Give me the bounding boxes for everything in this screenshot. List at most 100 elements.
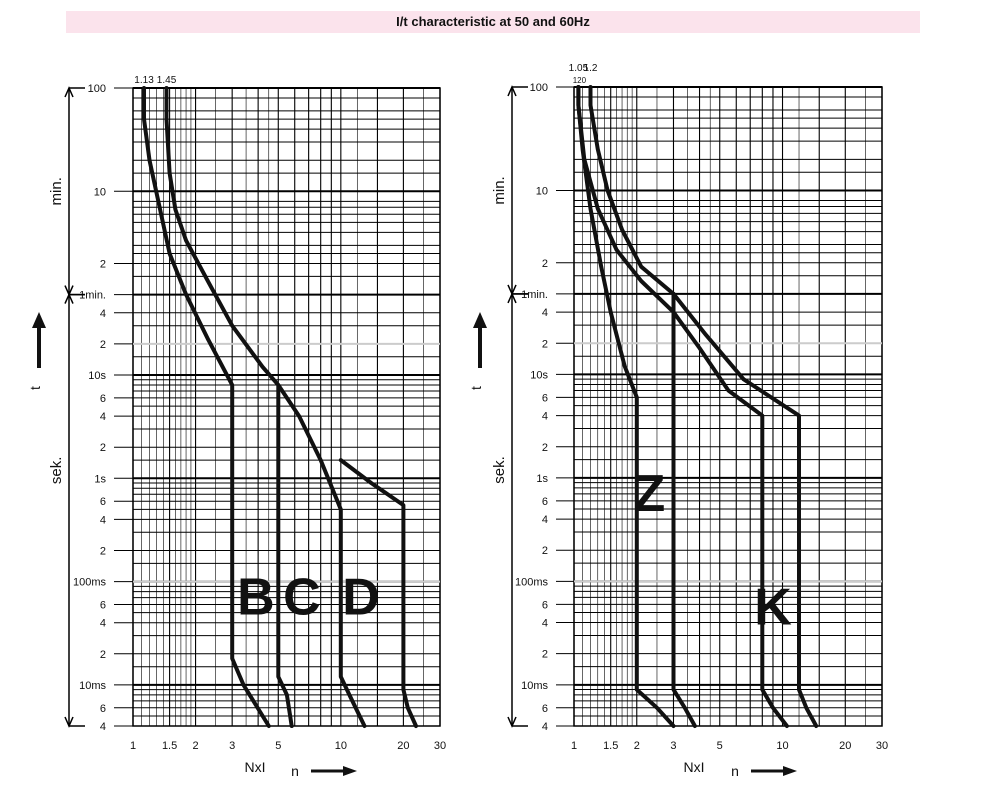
series-curve-2: [164, 86, 294, 728]
x-tick-label: 5: [275, 740, 281, 752]
y-tick-label: 6: [542, 599, 548, 611]
series-curve-3: [588, 85, 676, 296]
bracket-label: sek.: [48, 457, 65, 485]
y-tick-label: 4: [100, 618, 106, 630]
y-tick-label: 10: [94, 186, 106, 198]
series-curve-4: [671, 291, 697, 728]
bracket-label: min.: [491, 176, 508, 204]
series-curve-5: [671, 310, 789, 728]
y-tick-label: 4: [100, 721, 106, 733]
y-tick-label: 100ms: [73, 577, 107, 589]
y-tick-label: 6: [100, 393, 106, 405]
y-tick-label: 1min.: [79, 290, 106, 302]
y-tick-label: 2: [542, 545, 548, 557]
series-curve-6: [671, 291, 819, 728]
y-tick-label: 2: [100, 649, 106, 661]
right-arrow-head-icon: [783, 766, 797, 776]
y-tick-label: 4: [542, 721, 548, 733]
y-tick-label: 1min.: [521, 289, 548, 301]
y-tick-label: 10ms: [521, 680, 548, 692]
curve-letter-b: B: [237, 568, 275, 626]
up-arrow-head-icon: [473, 312, 487, 328]
series-curve-3: [276, 383, 367, 728]
y-tick-label: 100: [530, 82, 548, 94]
y-tick-label: 4: [542, 618, 548, 630]
y-tick-label: 4: [100, 411, 106, 423]
series-curve-4: [338, 458, 418, 728]
y-tick-label: 2: [100, 259, 106, 271]
top-label: 120: [573, 76, 587, 85]
y-tick-label: 100ms: [515, 576, 549, 588]
x-tick-label: 30: [876, 740, 888, 752]
y-tick-label: 4: [100, 308, 106, 320]
bracket-arrow: [64, 716, 74, 728]
x-tick-label: 2: [634, 740, 640, 752]
y-tick-label: 1s: [536, 473, 548, 485]
curve-letter-k: K: [754, 578, 792, 636]
y-tick-label: 6: [542, 703, 548, 715]
y-tick-label: 2: [100, 442, 106, 454]
y-tick-label: 2: [542, 258, 548, 270]
top-label: 1.45: [157, 75, 177, 86]
series-curve-2: [576, 85, 676, 315]
x-tick-label: 1.5: [162, 740, 177, 752]
x-tick-label: 30: [434, 740, 446, 752]
x-tick-label: 5: [717, 740, 723, 752]
x-tick-label: 1: [130, 740, 136, 752]
y-tick-label: 4: [100, 514, 106, 526]
bracket-arrow: [507, 292, 517, 304]
plot-area: [132, 87, 441, 727]
x-axis-label: NxI: [684, 759, 705, 775]
plot-area: [573, 86, 883, 727]
y-tick-label: 2: [100, 545, 106, 557]
bracket-label: min.: [48, 177, 65, 205]
up-arrow-head-icon: [32, 312, 46, 328]
y-tick-label: 10s: [88, 370, 106, 382]
y-tick-label: 6: [100, 496, 106, 508]
x-tick-label: 2: [193, 740, 199, 752]
y-tick-label: 6: [542, 496, 548, 508]
x-tick-label: 3: [229, 740, 235, 752]
y-tick-label: 10: [536, 185, 548, 197]
bracket-arrow: [507, 716, 517, 728]
curve-letter-d: D: [342, 568, 380, 626]
x-tick-label: 20: [839, 740, 851, 752]
chart-title: I/t characteristic at 50 and 60Hz: [66, 11, 920, 33]
y-tick-label: 1s: [94, 473, 106, 485]
bracket-arrow: [64, 86, 74, 98]
x-axis-label: NxI: [245, 759, 266, 775]
y-tick-label: 6: [100, 600, 106, 612]
bracket-label: sek.: [491, 456, 508, 484]
x-tick-label: 3: [670, 740, 676, 752]
y-tick-label: 100: [88, 83, 106, 95]
y-tick-label: 4: [542, 514, 548, 526]
y-tick-label: 2: [100, 339, 106, 351]
y-tick-label: 2: [542, 649, 548, 661]
chart-panel-1: 100 10 2 1min. 4 2 10s 6 4 2 1s 6 4 2 100ms 6 4 2 10ms 6 4 1 1…: [27, 75, 446, 779]
y-tick-label: 4: [542, 411, 548, 423]
y-tick-label: 10s: [530, 369, 548, 381]
y-tick-label: 6: [542, 392, 548, 404]
y-tick-label: 4: [542, 307, 548, 319]
y-axis-label: t: [468, 386, 484, 390]
n-label: n: [731, 763, 739, 779]
x-tick-label: 20: [397, 740, 409, 752]
top-label: 1.05: [569, 63, 589, 74]
n-label: n: [291, 763, 299, 779]
y-tick-label: 6: [100, 703, 106, 715]
x-tick-label: 1: [571, 740, 577, 752]
bracket-arrow: [507, 85, 517, 97]
top-label: 1.2: [584, 63, 598, 74]
y-tick-label: 2: [542, 338, 548, 350]
chart-panel-2: 100 10 2 1min. 4 2 10s 6 4 2 1s 6 4 2 100ms 6 4 2 10ms 6 4 1 1…: [468, 63, 888, 779]
y-tick-label: 10ms: [79, 680, 106, 692]
curve-letter-z: Z: [634, 465, 666, 523]
y-tick-label: 2: [542, 442, 548, 454]
x-tick-label: 10: [776, 740, 788, 752]
x-tick-label: 1.5: [603, 740, 618, 752]
bracket-arrow: [64, 292, 74, 304]
series-curve-1: [142, 86, 271, 728]
curve-letter-c: C: [283, 568, 321, 626]
top-label: 1.13: [134, 75, 154, 86]
